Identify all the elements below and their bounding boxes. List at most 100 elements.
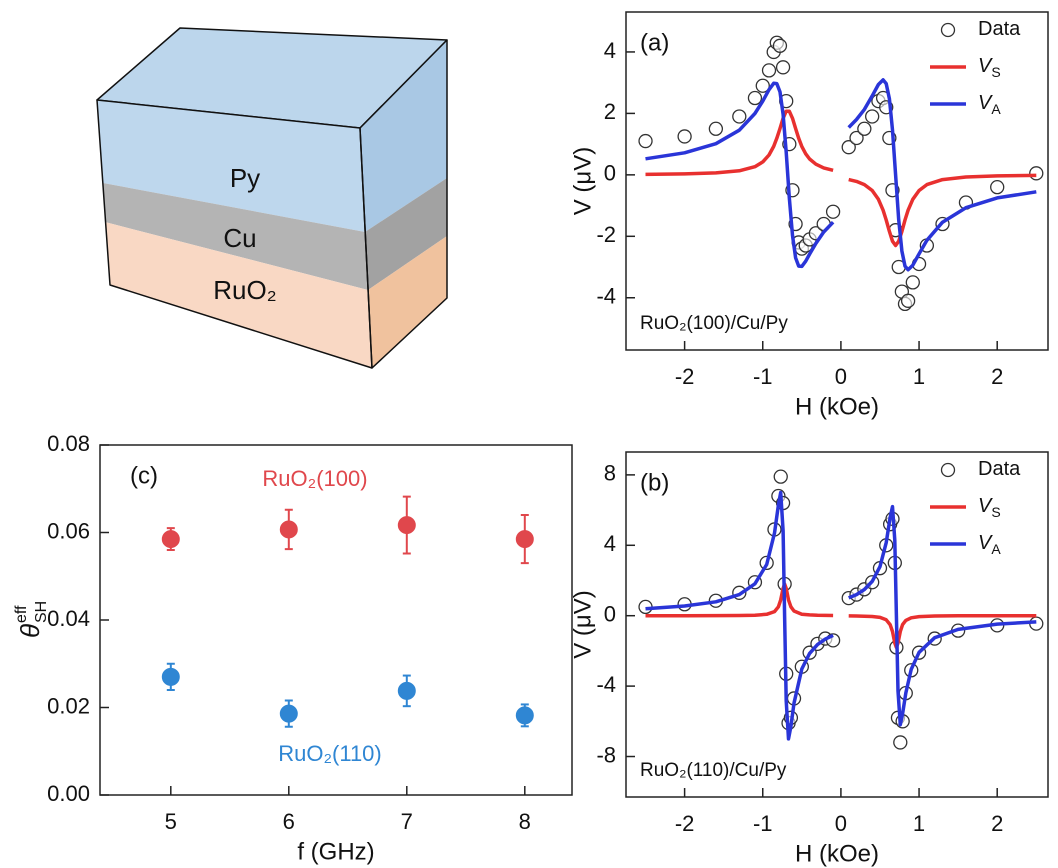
y-tick-label: 0.00	[47, 781, 90, 806]
data-point	[900, 293, 916, 308]
ru-side	[368, 236, 447, 368]
y-tick-label: 8	[604, 461, 616, 486]
data-point	[772, 38, 788, 53]
legend-subscript: S	[991, 504, 1000, 520]
legend-marker	[940, 462, 956, 478]
y-tick-label: 4	[604, 38, 616, 63]
data-point	[905, 275, 920, 290]
legend-subscript: S	[991, 64, 1000, 80]
y-label-symbol: θ	[15, 624, 45, 638]
data-point	[515, 530, 534, 549]
x-tick-label: 8	[519, 809, 531, 834]
y-label-sub: SH	[33, 601, 50, 623]
side-outline	[359, 39, 448, 369]
data-point	[161, 667, 180, 686]
legend-name: Data	[978, 18, 1021, 40]
layer-label: Cu	[223, 223, 256, 253]
y-tick-label: 0	[604, 161, 616, 186]
legend-subscript: A	[991, 541, 1001, 557]
panel-label: (c)	[130, 462, 158, 489]
y-tick-label: -4	[596, 672, 616, 697]
y-tick-label: -2	[596, 222, 616, 247]
legend-entry: VA	[978, 92, 1001, 116]
legend-name: V	[978, 55, 993, 77]
x-tick-label: 6	[283, 809, 295, 834]
y-tick-label: 0.04	[47, 606, 90, 631]
y-tick-label: 0.08	[47, 431, 90, 456]
data-point	[397, 681, 416, 700]
legend-name: V	[978, 495, 993, 517]
data-point	[279, 520, 298, 539]
x-tick-label: 5	[165, 809, 177, 834]
data-point	[677, 129, 692, 144]
x-tick-label: -2	[675, 364, 695, 389]
x-tick-label: -1	[753, 364, 773, 389]
y-tick-label: 0.06	[47, 518, 90, 543]
fit-line	[645, 582, 1037, 650]
data-point	[1029, 166, 1044, 181]
data-point	[849, 130, 864, 146]
data-point	[732, 109, 747, 124]
y-axis-label: V (μV)	[569, 590, 596, 659]
x-tick-label: 0	[835, 811, 847, 836]
legend-entry: Data	[978, 18, 1021, 40]
data-point	[990, 179, 1005, 195]
series-label: RuO₂(110)	[278, 741, 382, 766]
legend-subscript: A	[991, 101, 1001, 117]
data-point	[865, 109, 880, 124]
layer-label: RuO₂	[213, 275, 277, 305]
layer-diagram: Py Cu RuO₂	[96, 27, 448, 369]
x-tick-label: 7	[401, 809, 413, 834]
data-point	[773, 469, 788, 484]
x-tick-label: -2	[675, 811, 695, 836]
panel-label: (b)	[640, 469, 669, 496]
plot-frame	[625, 451, 1049, 798]
data-point	[747, 90, 763, 106]
data-point	[397, 516, 416, 535]
y-tick-label: 0.02	[47, 693, 90, 718]
py-front	[97, 100, 365, 232]
data-point	[857, 121, 872, 136]
data-point	[161, 530, 180, 549]
data-point	[279, 704, 298, 723]
py-side	[360, 40, 447, 232]
y-tick-label: 0	[604, 602, 616, 627]
x-axis-label: H (kOe)	[795, 840, 879, 867]
y-label-sup: eff	[13, 605, 30, 623]
x-tick-label: 2	[991, 811, 1003, 836]
y-axis-label: V (μV)	[569, 147, 596, 216]
data-point	[755, 78, 770, 93]
x-axis-label: H (kOe)	[795, 393, 879, 420]
legend-name: V	[978, 92, 993, 114]
cu-front	[103, 183, 368, 290]
sample-label: RuO₂(100)/Cu/Py	[640, 313, 788, 334]
data-point	[761, 63, 777, 78]
x-tick-label: 1	[913, 364, 925, 389]
x-tick-label: 0	[835, 364, 847, 389]
legend-entry: VS	[978, 55, 1001, 79]
y-tick-label: -8	[596, 742, 616, 767]
x-tick-label: -1	[753, 811, 773, 836]
data-point	[893, 735, 908, 750]
x-tick-label: 2	[991, 364, 1003, 389]
x-tick-label: 1	[913, 811, 925, 836]
x-axis-label: f (GHz)	[297, 838, 374, 865]
plot-frame	[625, 11, 1049, 351]
legend-entry: VS	[978, 495, 1001, 519]
data-point	[638, 133, 653, 149]
legend-entry: VA	[978, 532, 1001, 556]
cu-side	[365, 178, 447, 290]
sample-label: RuO₂(110)/Cu/Py	[640, 760, 787, 781]
y-tick-label: 2	[604, 99, 616, 124]
data-point	[825, 204, 841, 219]
legend-name: V	[978, 532, 993, 554]
fit-line	[645, 490, 1037, 741]
data-point	[841, 140, 856, 155]
layer-label: Py	[230, 163, 260, 193]
fit-line	[645, 78, 1037, 272]
y-tick-label: -4	[596, 284, 616, 309]
panel-label: (a)	[640, 29, 669, 56]
legend-entry: Data	[978, 458, 1021, 480]
